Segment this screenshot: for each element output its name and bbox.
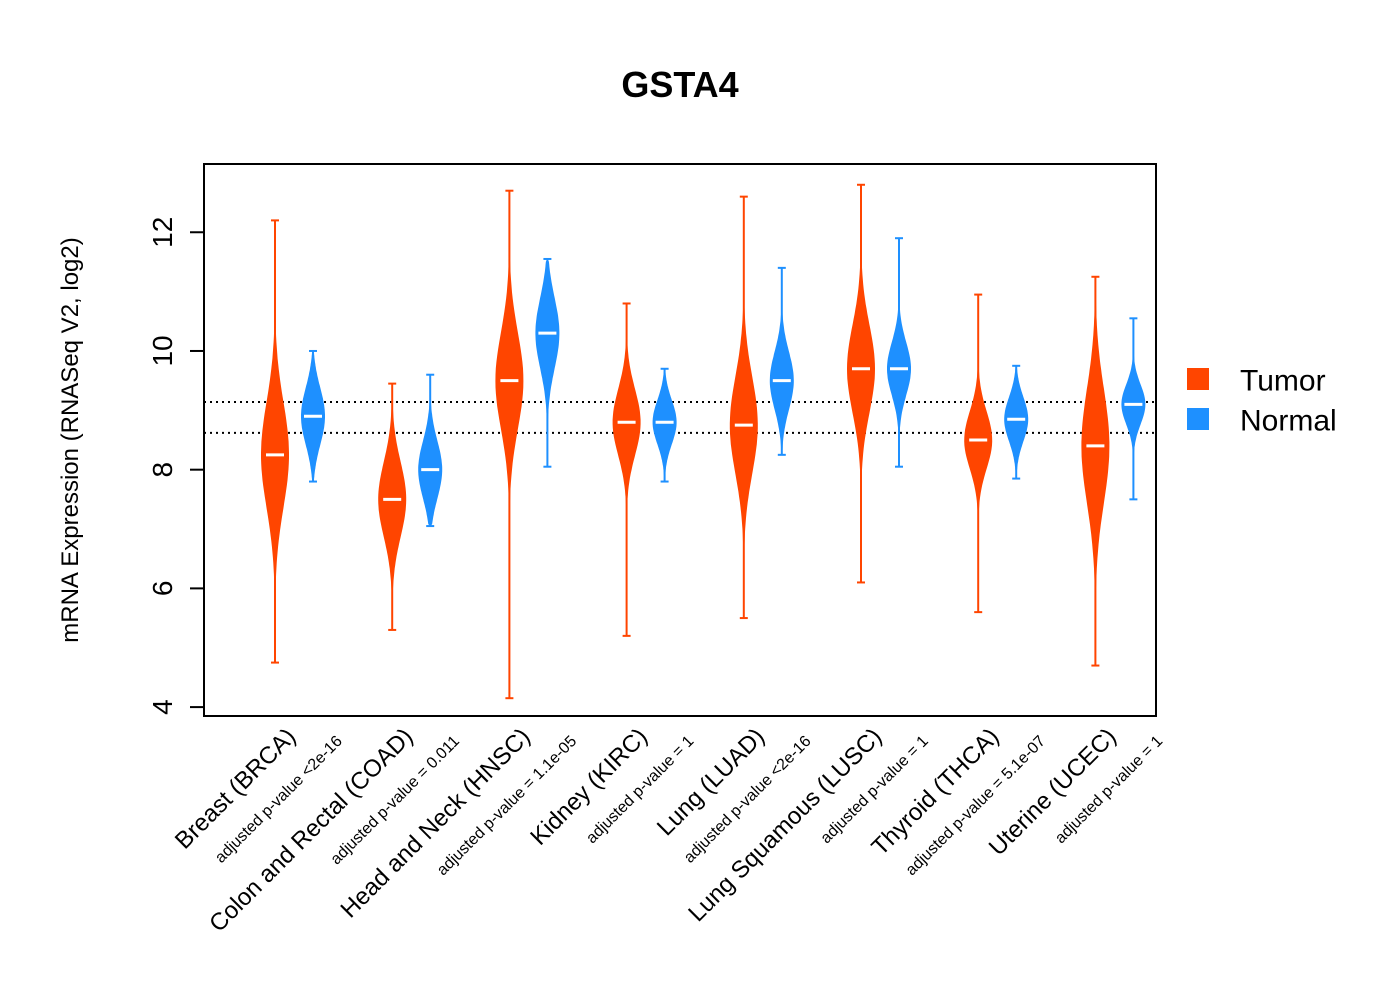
tumor-violin bbox=[495, 190, 524, 699]
category-group-3 bbox=[495, 189, 560, 700]
category-group-4 bbox=[612, 302, 677, 637]
legend-label-tumor: Tumor bbox=[1240, 365, 1326, 398]
y-axis: 4 6 8 10 12 bbox=[147, 217, 204, 715]
normal-violin bbox=[769, 267, 794, 455]
category-group-6 bbox=[847, 183, 911, 584]
category-group-8 bbox=[1081, 275, 1146, 667]
normal-violin bbox=[887, 238, 911, 467]
legend-swatch-normal bbox=[1187, 408, 1209, 430]
tumor-violin bbox=[1081, 276, 1110, 666]
tumor-violin bbox=[612, 303, 641, 636]
category-group-2 bbox=[378, 373, 443, 631]
normal-violin bbox=[1004, 365, 1029, 479]
plot-area bbox=[204, 183, 1156, 700]
y-tick-label: 4 bbox=[147, 699, 178, 715]
normal-violin bbox=[535, 259, 560, 467]
legend: Tumor Normal bbox=[1187, 365, 1337, 438]
tumor-violin bbox=[378, 383, 407, 630]
tumor-violin bbox=[261, 220, 289, 663]
y-tick-label: 6 bbox=[147, 581, 178, 597]
plot-frame bbox=[203, 163, 1157, 717]
y-axis-label: mRNA Expression (RNASeq V2, log2) bbox=[57, 237, 84, 643]
normal-violin bbox=[1121, 318, 1146, 500]
category-group-7 bbox=[964, 293, 1029, 614]
chart-title: GSTA4 bbox=[621, 64, 738, 105]
tumor-violin bbox=[847, 184, 875, 583]
category-group-1 bbox=[261, 219, 325, 664]
y-tick-label: 8 bbox=[147, 462, 178, 478]
legend-label-normal: Normal bbox=[1240, 405, 1337, 438]
normal-violin bbox=[418, 374, 443, 527]
y-tick-label: 12 bbox=[147, 217, 178, 248]
tumor-violin bbox=[729, 196, 758, 619]
tumor-violin bbox=[964, 294, 993, 613]
x-axis-labels: Breast (BRCA)adjusted p-value <2e-16Colo… bbox=[170, 723, 1166, 937]
legend-swatch-tumor bbox=[1187, 368, 1209, 390]
category-group-5 bbox=[729, 195, 794, 620]
normal-violin bbox=[652, 368, 677, 482]
y-tick-label: 10 bbox=[147, 335, 178, 366]
